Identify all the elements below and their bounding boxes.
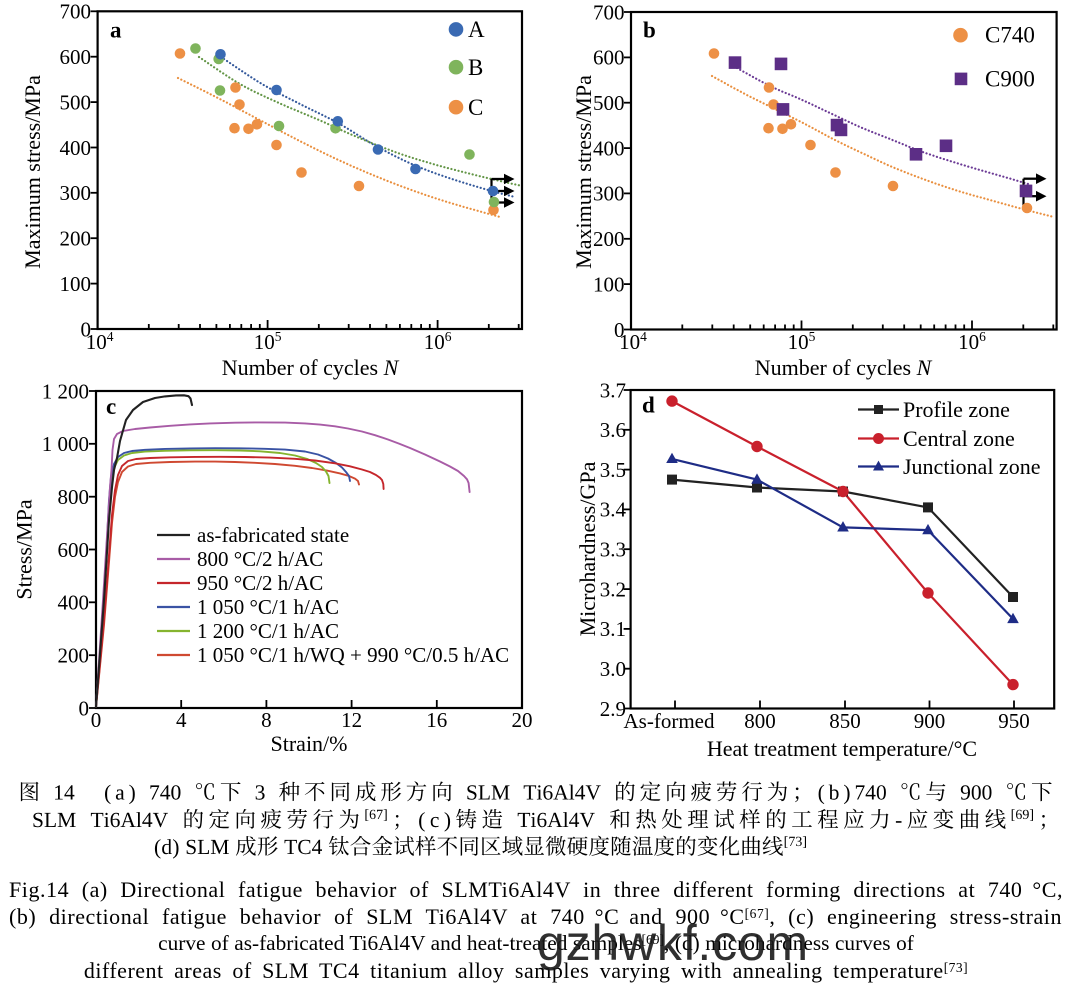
svg-text:0: 0 <box>614 318 625 342</box>
svg-text:C900: C900 <box>985 66 1035 91</box>
svg-text:200: 200 <box>58 644 90 668</box>
svg-text:500: 500 <box>593 91 625 115</box>
svg-text:3.1: 3.1 <box>600 617 626 641</box>
svg-text:106: 106 <box>958 329 986 354</box>
svg-text:600: 600 <box>60 45 92 69</box>
svg-text:Stress/MPa: Stress/MPa <box>12 499 37 599</box>
svg-text:As-formed: As-formed <box>624 709 715 733</box>
svg-text:b: b <box>643 18 656 43</box>
svg-text:3.3: 3.3 <box>600 538 626 562</box>
svg-text:600: 600 <box>593 46 625 70</box>
svg-text:950 °C/2 h/AC: 950 °C/2 h/AC <box>197 571 323 595</box>
svg-text:Strain/%: Strain/% <box>271 731 348 756</box>
svg-text:B: B <box>468 55 483 80</box>
svg-text:200: 200 <box>60 227 92 251</box>
svg-text:106: 106 <box>424 329 452 354</box>
svg-text:104: 104 <box>619 329 647 354</box>
svg-text:400: 400 <box>58 591 90 615</box>
svg-text:0: 0 <box>91 708 102 732</box>
svg-text:300: 300 <box>60 181 92 205</box>
svg-text:Number of cycles N: Number of cycles N <box>222 355 400 380</box>
svg-text:105: 105 <box>788 329 816 354</box>
svg-text:Central zone: Central zone <box>903 426 1015 451</box>
svg-text:104: 104 <box>86 329 114 354</box>
svg-text:d: d <box>642 393 655 418</box>
svg-text:3.0: 3.0 <box>600 657 626 681</box>
svg-text:Profile zone: Profile zone <box>903 397 1010 422</box>
svg-text:Microhardness/GPa: Microhardness/GPa <box>575 461 600 636</box>
svg-text:800: 800 <box>58 485 90 509</box>
svg-text:950: 950 <box>998 709 1030 733</box>
svg-text:3.6: 3.6 <box>600 418 626 442</box>
svg-text:900: 900 <box>914 709 946 733</box>
svg-text:800 °C/2 h/AC: 800 °C/2 h/AC <box>197 547 323 571</box>
svg-text:0: 0 <box>79 696 90 720</box>
svg-text:4: 4 <box>176 708 187 732</box>
svg-text:700: 700 <box>593 0 625 24</box>
svg-text:C: C <box>468 95 483 120</box>
svg-text:3.5: 3.5 <box>600 458 626 482</box>
svg-text:Junctional zone: Junctional zone <box>903 454 1040 479</box>
svg-text:c: c <box>106 394 116 419</box>
svg-text:8: 8 <box>261 708 272 732</box>
svg-text:1 050 °C/1 h/WQ + 990 °C/0.5 h: 1 050 °C/1 h/WQ + 990 °C/0.5 h/AC <box>197 643 509 667</box>
svg-text:16: 16 <box>426 708 447 732</box>
svg-text:3.7: 3.7 <box>600 378 626 402</box>
svg-text:850: 850 <box>829 709 861 733</box>
svg-text:800: 800 <box>744 709 776 733</box>
svg-text:2.9: 2.9 <box>600 697 626 721</box>
svg-text:400: 400 <box>593 136 625 160</box>
svg-text:1 200: 1 200 <box>42 379 89 403</box>
svg-text:3.4: 3.4 <box>600 498 627 522</box>
svg-text:100: 100 <box>60 272 92 296</box>
svg-text:1 200 °C/1 h/AC: 1 200 °C/1 h/AC <box>197 619 339 643</box>
svg-text:A: A <box>468 17 485 42</box>
svg-text:12: 12 <box>341 708 362 732</box>
svg-text:Heat treatment temperature/°C: Heat treatment temperature/°C <box>707 736 977 761</box>
svg-text:100: 100 <box>593 272 625 296</box>
svg-text:400: 400 <box>60 136 92 160</box>
svg-text:105: 105 <box>254 329 282 354</box>
svg-text:C740: C740 <box>985 23 1035 48</box>
svg-text:0: 0 <box>81 317 92 341</box>
svg-text:Maximum stress/MPa: Maximum stress/MPa <box>571 75 596 269</box>
svg-text:a: a <box>110 18 122 43</box>
svg-text:1 000: 1 000 <box>42 432 89 456</box>
svg-text:20: 20 <box>512 708 533 732</box>
svg-text:3.2: 3.2 <box>600 577 626 601</box>
svg-text:Number of cycles N: Number of cycles N <box>755 355 933 380</box>
svg-text:1 050 °C/1 h/AC: 1 050 °C/1 h/AC <box>197 595 339 619</box>
svg-text:500: 500 <box>60 90 92 114</box>
svg-text:as-fabricated state: as-fabricated state <box>197 523 349 547</box>
svg-text:700: 700 <box>60 0 92 24</box>
svg-text:200: 200 <box>593 227 625 251</box>
svg-text:Maximum stress/MPa: Maximum stress/MPa <box>20 75 45 269</box>
svg-text:600: 600 <box>58 538 90 562</box>
svg-text:300: 300 <box>593 182 625 206</box>
